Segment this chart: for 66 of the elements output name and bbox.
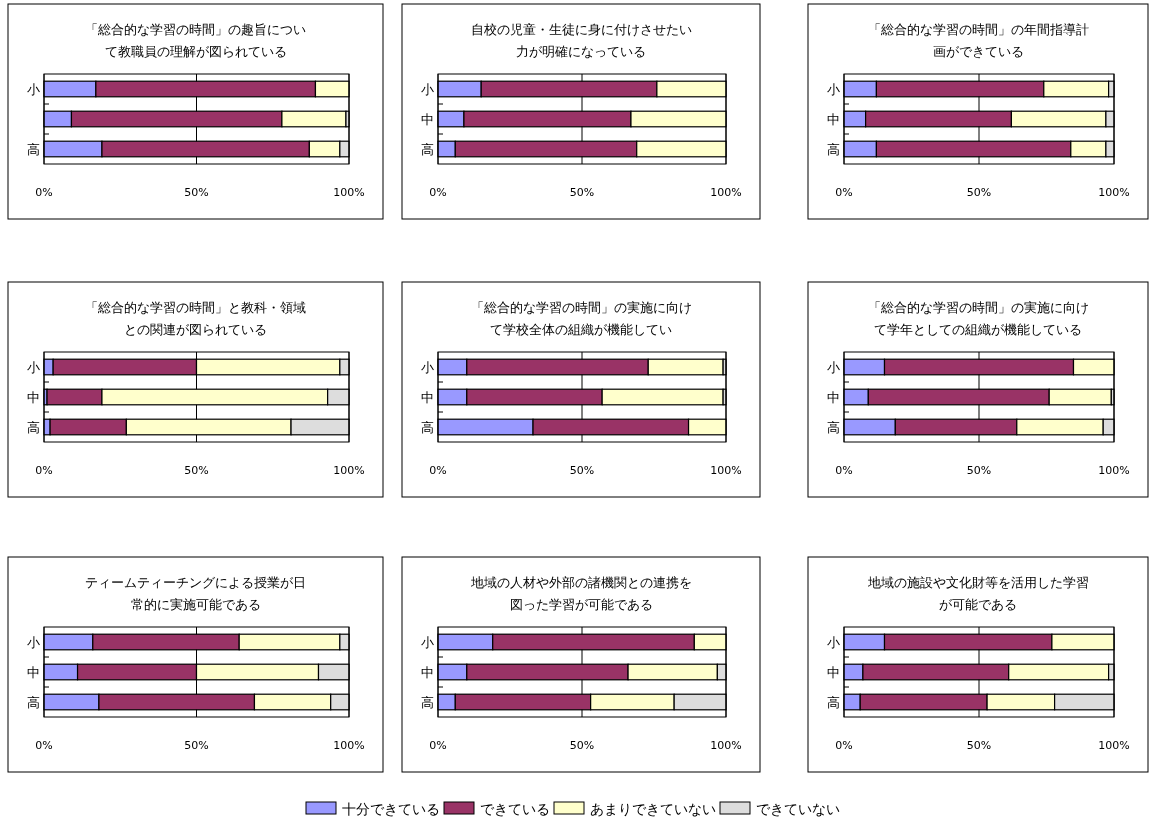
chart-title: 自校の児童・生徒に身に付けさせたい力が明確になっている	[470, 22, 692, 59]
y-tick-label: 中	[27, 390, 40, 405]
y-tick-label: 高	[421, 695, 434, 710]
y-tick-label: 小	[27, 82, 40, 97]
chart-title: 「総合的な学習の時間」の趣旨について教職員の理解が図られている	[85, 22, 306, 59]
y-tick-label: 中	[421, 390, 434, 405]
x-tick-label: 100%	[333, 739, 365, 752]
x-tick-label: 0%	[35, 739, 53, 752]
chart-title: 「総合的な学習の時間」の実施に向けて学年としての組織が機能している	[867, 300, 1089, 337]
x-tick-label: 50%	[569, 739, 595, 752]
y-tick-label: 小	[27, 635, 40, 650]
x-tick-label: 50%	[184, 186, 209, 199]
y-tick-label: 中	[827, 112, 840, 127]
y-tick-label: 中	[27, 665, 40, 680]
y-tick-label: 小	[827, 82, 840, 97]
x-tick-label: 0%	[35, 464, 53, 477]
y-tick-label: 小	[421, 360, 434, 375]
x-tick-label: 100%	[333, 186, 365, 199]
y-tick-label: 中	[421, 665, 434, 680]
chart-title: 「総合的な学習の時間」の実施に向けて学校全体の組織が機能してい	[470, 300, 692, 337]
x-tick-label: 100%	[1098, 739, 1130, 752]
legend-label: あまりできていない	[590, 801, 716, 817]
x-tick-label: 50%	[966, 186, 992, 199]
chart-title: 「総合的な学習の時間」の年間指導計画ができている	[867, 22, 1089, 59]
legend-label: 十分できている	[342, 801, 440, 817]
x-tick-label: 50%	[966, 464, 992, 477]
x-tick-label: 0%	[835, 464, 853, 477]
x-tick-label: 0%	[835, 739, 853, 752]
chart-title: 地域の人材や外部の諸機関との連携を図った学習が可能である	[469, 575, 692, 612]
x-tick-label: 100%	[333, 464, 365, 477]
x-tick-label: 0%	[835, 186, 853, 199]
chart-title: 「総合的な学習の時間」と教科・領域との関連が図られている	[85, 300, 306, 337]
y-tick-label: 高	[421, 420, 434, 435]
y-tick-label: 小	[827, 360, 840, 375]
y-tick-label: 中	[827, 390, 840, 405]
y-tick-label: 小	[421, 635, 434, 650]
x-tick-label: 100%	[1098, 464, 1130, 477]
x-tick-label: 100%	[710, 186, 742, 199]
chart-title: ティームティーチングによる授業が日常的に実施可能である	[85, 575, 306, 612]
y-tick-label: 高	[827, 420, 840, 435]
y-tick-label: 高	[27, 695, 40, 710]
y-tick-label: 高	[827, 695, 840, 710]
y-tick-label: 中	[827, 665, 840, 680]
legend-label: できていない	[756, 801, 840, 817]
x-tick-label: 0%	[429, 186, 447, 199]
y-tick-label: 高	[421, 142, 434, 157]
x-tick-label: 50%	[569, 186, 595, 199]
x-tick-label: 50%	[966, 739, 992, 752]
y-tick-label: 高	[827, 142, 840, 157]
x-tick-label: 100%	[710, 464, 742, 477]
x-tick-label: 50%	[569, 464, 595, 477]
x-tick-label: 0%	[429, 464, 447, 477]
x-tick-label: 100%	[1098, 186, 1130, 199]
y-tick-label: 中	[421, 112, 434, 127]
y-tick-label: 小	[27, 360, 40, 375]
x-tick-label: 0%	[429, 739, 447, 752]
x-tick-label: 50%	[184, 464, 209, 477]
y-tick-label: 高	[27, 420, 40, 435]
y-tick-label: 小	[421, 82, 434, 97]
y-tick-label: 小	[827, 635, 840, 650]
y-tick-label: 高	[27, 142, 40, 157]
x-tick-label: 50%	[184, 739, 209, 752]
legend-label: できている	[480, 801, 550, 817]
x-tick-label: 100%	[710, 739, 742, 752]
x-tick-label: 0%	[35, 186, 53, 199]
chart-title: 地域の施設や文化財等を活用した学習が可能である	[866, 575, 1089, 612]
